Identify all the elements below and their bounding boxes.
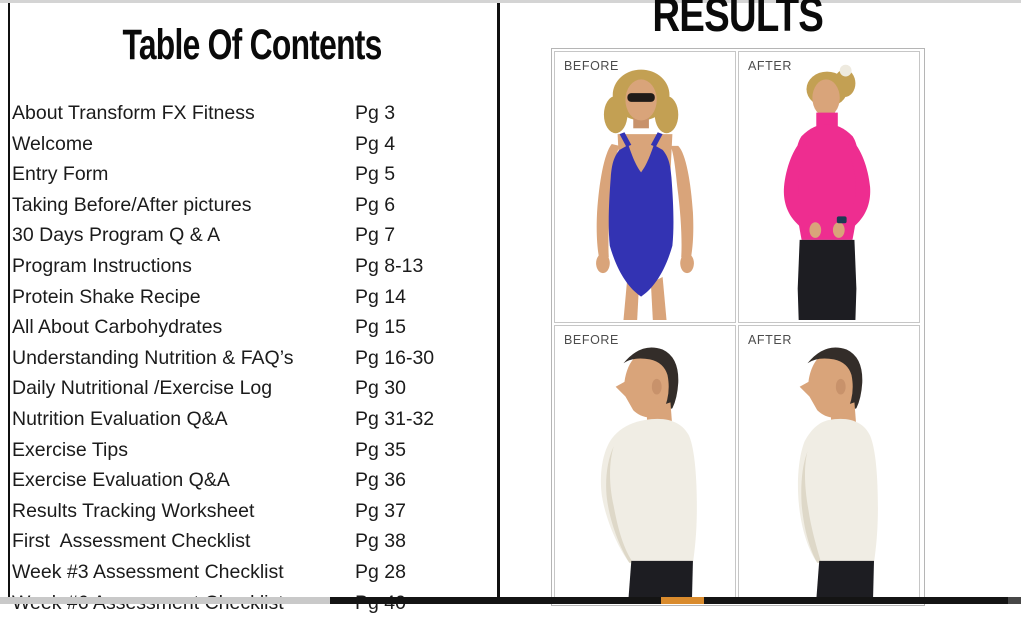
progress-segment-light [0, 597, 330, 604]
toc-item-page: Pg 6 [355, 194, 395, 217]
toc-item-label: 30 Days Program Q & A [12, 224, 220, 247]
progress-playhead-segment [661, 597, 704, 604]
toc-row: 30 Days Program Q & A Pg 7 [12, 221, 490, 252]
photo-woman-after: AFTER [738, 51, 920, 323]
toc-row: Entry Form Pg 5 [12, 160, 490, 191]
toc-title: Table Of Contents [10, 22, 494, 69]
toc-row: First Assessment Checklist Pg 38 [12, 527, 490, 558]
photo-woman-before: BEFORE [554, 51, 736, 323]
toc-item-label: Exercise Tips [12, 439, 128, 462]
page-divider [497, 3, 500, 597]
toc-row: Results Tracking Worksheet Pg 37 [12, 497, 490, 528]
toc-item-page: Pg 28 [355, 561, 406, 584]
toc-item-page: Pg 7 [355, 224, 395, 247]
toc-item-page: Pg 4 [355, 133, 395, 156]
toc-row: About Transform FX Fitness Pg 3 [12, 99, 490, 130]
toc-item-label: All About Carbohydrates [12, 316, 222, 339]
progress-segment-end [1008, 597, 1021, 604]
toc-row: Nutrition Evaluation Q&A Pg 31-32 [12, 405, 490, 436]
man-before-photo [555, 326, 735, 602]
before-label: BEFORE [564, 59, 619, 73]
after-label: AFTER [748, 333, 792, 347]
before-after-photo-grid: BEFORE AFTER [551, 48, 925, 606]
player-progress-bar[interactable] [0, 597, 1021, 604]
toc-item-page: Pg 30 [355, 377, 406, 400]
toc-row: Week #3 Assessment Checklist Pg 28 [12, 558, 490, 589]
toc-row: Exercise Evaluation Q&A Pg 36 [12, 466, 490, 497]
toc-item-page: Pg 5 [355, 163, 395, 186]
toc-item-label: About Transform FX Fitness [12, 102, 255, 125]
toc-row: Protein Shake Recipe Pg 14 [12, 283, 490, 314]
toc-item-label: Results Tracking Worksheet [12, 500, 254, 523]
toc-item-page: Pg 16-30 [355, 347, 434, 370]
toc-row: Taking Before/After pictures Pg 6 [12, 191, 490, 222]
left-page-border [8, 3, 10, 597]
toc-row: Understanding Nutrition & FAQ’s Pg 16-30 [12, 344, 490, 375]
toc-item-label: Nutrition Evaluation Q&A [12, 408, 228, 431]
toc-item-page: Pg 37 [355, 500, 406, 523]
toc-item-page: Pg 36 [355, 469, 406, 492]
before-label: BEFORE [564, 333, 619, 347]
toc-item-page: Pg 14 [355, 286, 406, 309]
toc-row: All About Carbohydrates Pg 15 [12, 313, 490, 344]
man-after-photo [739, 326, 919, 602]
toc-row: Welcome Pg 4 [12, 130, 490, 161]
toc-item-label: Week #3 Assessment Checklist [12, 561, 284, 584]
toc-list: About Transform FX Fitness Pg 3 Welcome … [12, 99, 490, 619]
toc-item-label: First Assessment Checklist [12, 530, 250, 553]
photo-man-after: AFTER [738, 325, 920, 603]
toc-item-label: Exercise Evaluation Q&A [12, 469, 230, 492]
toc-item-label: Protein Shake Recipe [12, 286, 201, 309]
progress-segment-dark [704, 597, 1008, 604]
toc-item-label: Taking Before/After pictures [12, 194, 252, 217]
toc-item-label: Daily Nutritional /Exercise Log [12, 377, 272, 400]
toc-item-label: Entry Form [12, 163, 108, 186]
woman-after-photo [739, 52, 919, 322]
toc-item-page: Pg 15 [355, 316, 406, 339]
toc-row: Program Instructions Pg 8-13 [12, 252, 490, 283]
after-label: AFTER [748, 59, 792, 73]
toc-item-label: Welcome [12, 133, 93, 156]
toc-item-page: Pg 31-32 [355, 408, 434, 431]
toc-row: Exercise Tips Pg 35 [12, 436, 490, 467]
toc-item-page: Pg 35 [355, 439, 406, 462]
results-title: RESULTS [551, 0, 925, 40]
toc-item-label: Understanding Nutrition & FAQ’s [12, 347, 293, 370]
progress-segment-dark [330, 597, 661, 604]
toc-item-page: Pg 38 [355, 530, 406, 553]
toc-item-label: Program Instructions [12, 255, 192, 278]
toc-row: Daily Nutritional /Exercise Log Pg 30 [12, 374, 490, 405]
toc-item-page: Pg 8-13 [355, 255, 423, 278]
woman-before-photo [555, 52, 735, 322]
photo-man-before: BEFORE [554, 325, 736, 603]
toc-item-page: Pg 3 [355, 102, 395, 125]
